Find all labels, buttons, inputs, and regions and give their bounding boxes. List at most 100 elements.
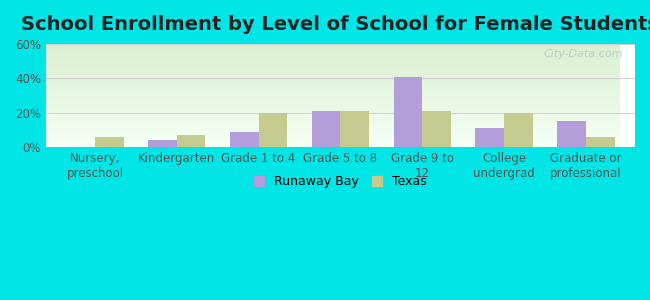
Bar [46, 76, 619, 77]
Bar [46, 138, 619, 139]
Bar [46, 85, 619, 86]
Bar [586, 137, 614, 147]
Bar [46, 86, 619, 87]
Bar [46, 84, 619, 85]
Bar [46, 69, 619, 70]
Bar [46, 53, 619, 54]
Bar [46, 113, 619, 114]
Bar [46, 143, 619, 144]
Bar [46, 49, 619, 50]
Bar [46, 67, 619, 68]
Bar [46, 136, 619, 137]
Bar [46, 101, 619, 102]
Bar [46, 74, 619, 75]
Bar [46, 142, 619, 143]
Bar [46, 87, 619, 88]
Bar [394, 76, 422, 147]
Bar [46, 79, 619, 80]
Bar [46, 80, 619, 81]
Bar [230, 132, 259, 147]
Bar [46, 90, 619, 92]
Bar [46, 144, 619, 145]
Bar [259, 113, 287, 147]
Bar [46, 60, 619, 62]
Bar [46, 109, 619, 110]
Bar [46, 72, 619, 73]
Bar [46, 119, 619, 120]
Bar [46, 73, 619, 74]
Bar [46, 133, 619, 134]
Bar [46, 105, 619, 106]
Bar [504, 113, 533, 147]
Text: City-Data.com: City-Data.com [543, 49, 623, 59]
Bar [557, 121, 586, 147]
Bar [46, 78, 619, 79]
Bar [46, 106, 619, 107]
Bar [46, 99, 619, 100]
Bar [46, 44, 619, 45]
Bar [46, 139, 619, 140]
Bar [46, 70, 619, 71]
Bar [148, 140, 177, 147]
Title: School Enrollment by Level of School for Female Students: School Enrollment by Level of School for… [21, 15, 650, 34]
Bar [46, 61, 619, 62]
Bar [46, 58, 619, 59]
Legend: Runaway Bay, Texas: Runaway Bay, Texas [248, 169, 433, 195]
Bar [46, 62, 619, 64]
Bar [46, 47, 619, 48]
Bar [46, 117, 619, 118]
Bar [46, 64, 619, 66]
Bar [46, 82, 619, 83]
Bar [46, 83, 619, 84]
Bar [46, 88, 619, 89]
Bar [46, 102, 619, 103]
Bar [46, 127, 619, 128]
Bar [46, 95, 619, 97]
Bar [46, 112, 619, 113]
Bar [46, 66, 619, 67]
Bar [46, 110, 619, 111]
Bar [46, 98, 619, 99]
Bar [475, 128, 504, 147]
Bar [312, 111, 341, 147]
Bar [46, 121, 619, 122]
Bar [46, 125, 619, 127]
Bar [46, 115, 619, 116]
Bar [46, 50, 619, 51]
Bar [46, 56, 619, 57]
Bar [46, 57, 619, 58]
Bar [46, 123, 619, 124]
Bar [46, 141, 619, 142]
Bar [46, 146, 619, 147]
Bar [46, 55, 619, 56]
Bar [46, 77, 619, 78]
Bar [46, 45, 619, 46]
Bar [46, 100, 619, 101]
Bar [46, 89, 619, 90]
Bar [422, 111, 451, 147]
Bar [177, 135, 205, 147]
Bar [46, 145, 619, 146]
Bar [46, 103, 619, 104]
Bar [46, 94, 619, 95]
Bar [46, 132, 619, 133]
Bar [46, 128, 619, 130]
Bar [46, 120, 619, 121]
Bar [46, 46, 619, 47]
Bar [46, 130, 619, 132]
Bar [46, 93, 619, 94]
Bar [46, 108, 619, 109]
Bar [46, 118, 619, 119]
Bar [46, 111, 619, 112]
Bar [46, 59, 619, 60]
Bar [46, 97, 619, 98]
Bar [46, 81, 619, 82]
Bar [46, 92, 619, 93]
Bar [341, 111, 369, 147]
Bar [46, 51, 619, 52]
Bar [46, 135, 619, 136]
Bar [46, 48, 619, 49]
Bar [46, 114, 619, 115]
Bar [46, 116, 619, 117]
Bar [95, 137, 124, 147]
